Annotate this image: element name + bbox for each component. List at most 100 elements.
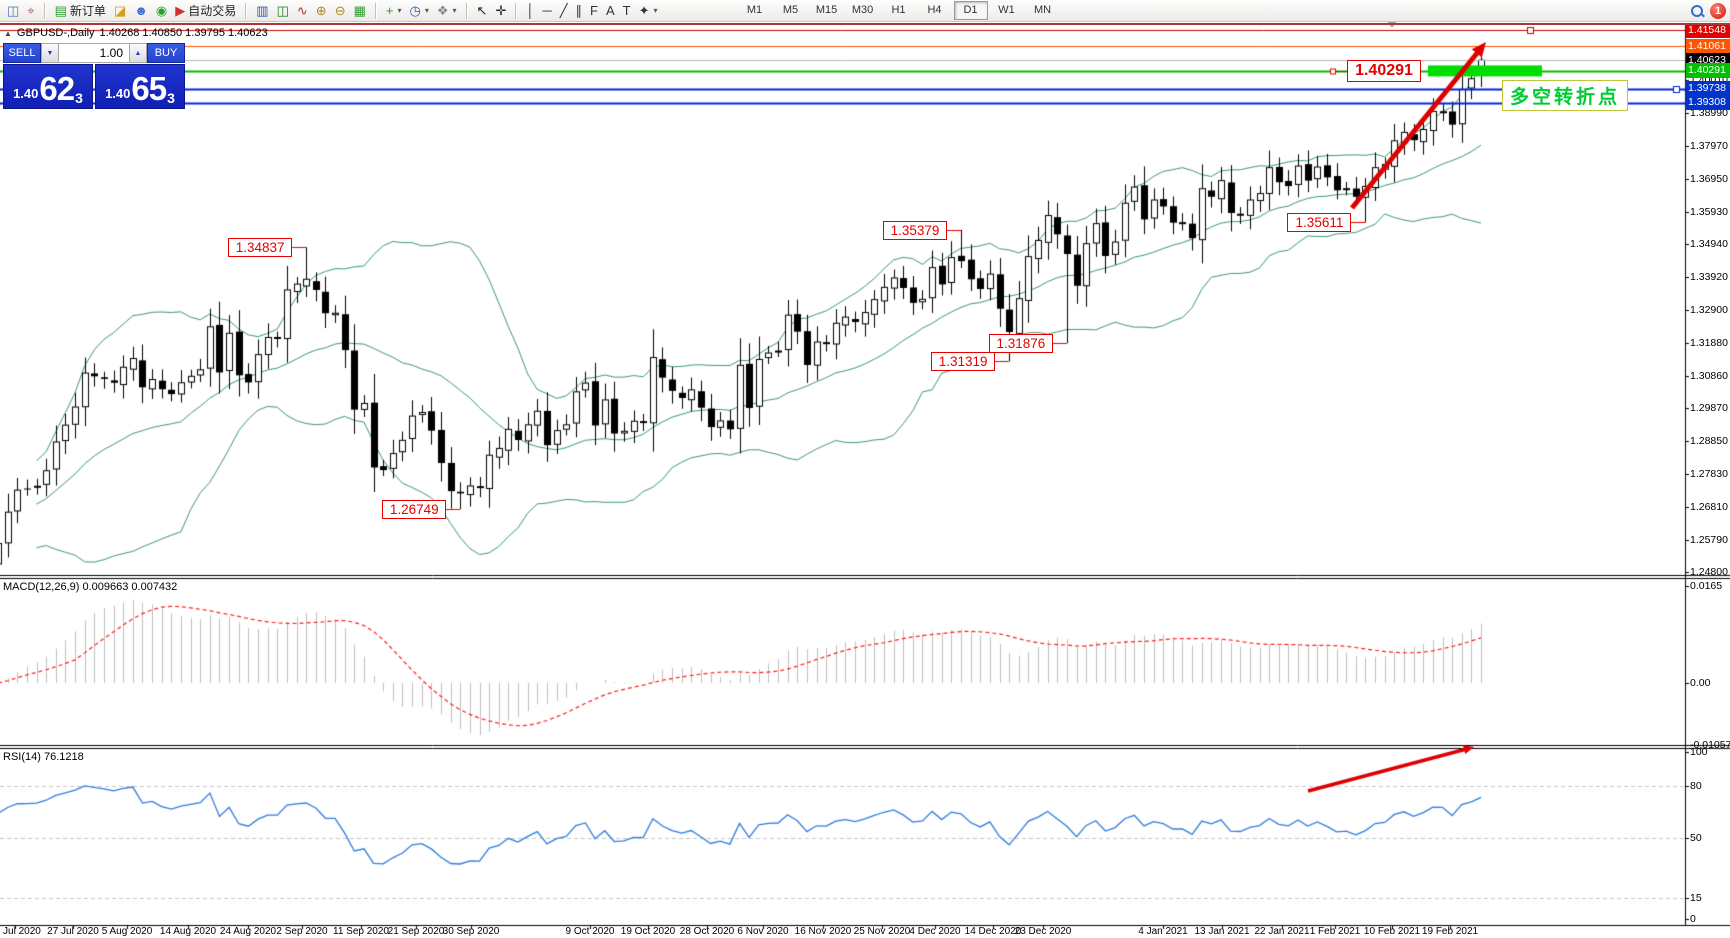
horizontal-line-icon: ─ [542, 2, 552, 18]
autotrade-button-label: 自动交易 [188, 4, 237, 18]
toolbar-separator [374, 2, 377, 19]
resistance-price-label[interactable]: 1.40291 [1347, 59, 1421, 82]
candlestick-chart-icon: ◫ [276, 2, 289, 18]
window-icon[interactable]: ◫ [3, 1, 23, 21]
toolbar-separator [245, 2, 248, 19]
timeframe-mn[interactable]: MN [1033, 4, 1052, 16]
trendline-icon[interactable]: ╱ [556, 1, 572, 21]
equidistant-channel-icon: ∥ [575, 2, 583, 18]
ask-main: 65 [131, 70, 167, 107]
notification-badge[interactable]: 1 [1710, 2, 1726, 19]
templates-icon: ❖ [436, 2, 449, 18]
chart-title: ▲ GBPUSD-,Daily 1.40268 1.40850 1.39795 … [4, 27, 268, 39]
chevron-down-icon[interactable]: ▾ [424, 6, 429, 15]
horizontal-line-icon[interactable]: ─ [538, 1, 555, 21]
bar-chart-icon: ▥ [256, 2, 269, 18]
vertical-line-icon[interactable]: │ [522, 1, 538, 21]
ask-prefix: 1.40 [105, 86, 131, 101]
fibonacci-icon: F [590, 2, 598, 18]
equidistant-channel-icon[interactable]: ∥ [572, 1, 587, 21]
timeframe-h4[interactable]: H4 [927, 4, 942, 16]
autotrade-button: ▶ [175, 2, 186, 18]
text-label-icon[interactable]: T [619, 1, 635, 21]
new-order-button[interactable]: ▤ 新订单 [51, 1, 110, 21]
ask-pip: 3 [167, 90, 175, 106]
volume-decrease-button[interactable]: ▼ [41, 43, 59, 63]
window-icon: ◫ [7, 2, 20, 18]
zoom-out-icon[interactable]: ⊖ [331, 1, 350, 21]
timeframe-w1[interactable]: W1 [998, 4, 1015, 16]
arrows-shapes-icon[interactable]: ✦ ▾ [635, 1, 662, 21]
magnifier-target-icon[interactable]: ⌖ [23, 1, 38, 21]
chevron-down-icon[interactable]: ▾ [452, 6, 457, 15]
fibonacci-icon[interactable]: F [586, 1, 602, 21]
timeframe-d1[interactable]: D1 [953, 1, 988, 20]
tile-windows-icon: ▦ [353, 2, 366, 18]
price-annotation-label[interactable]: 1.26749 [382, 499, 447, 519]
timeframe-h1[interactable]: H1 [891, 4, 906, 16]
trendline-icon: ╱ [559, 2, 568, 18]
volume-field[interactable]: 1.00 [59, 43, 129, 63]
timeframe-m1[interactable]: M1 [746, 4, 763, 16]
chevron-down-icon[interactable]: ▾ [653, 6, 658, 15]
periods-icon: ◷ [409, 2, 421, 18]
crosshair-icon[interactable]: ✛ [491, 1, 510, 21]
bar-chart-icon[interactable]: ▥ [252, 1, 272, 21]
eraser-icon[interactable]: ◪ [110, 1, 130, 21]
bid-price-panel[interactable]: 1.40 62 3 [3, 64, 93, 109]
community-icon: ☻ [134, 2, 148, 18]
cursor-icon[interactable]: ↖ [473, 1, 492, 21]
zoom-in-icon: ⊕ [315, 2, 327, 18]
toolbar-separator [43, 2, 46, 19]
price-annotation-label[interactable]: 1.35611 [1287, 213, 1352, 233]
timeframe-m5[interactable]: M5 [782, 4, 799, 16]
timeframe-m15[interactable]: M15 [815, 4, 838, 16]
signals-icon[interactable]: ◉ [152, 1, 171, 21]
toolbar-separator [515, 2, 518, 19]
candlestick-chart-icon[interactable]: ◫ [273, 1, 293, 21]
periods-icon[interactable]: ◷ ▾ [406, 1, 433, 21]
eraser-icon: ◪ [113, 2, 127, 18]
tile-windows-icon[interactable]: ▦ [350, 1, 370, 21]
magnifier-target-icon: ⌖ [27, 2, 35, 18]
timeframe-m30[interactable]: M30 [851, 4, 874, 16]
search-icon[interactable] [1690, 4, 1704, 18]
volume-increase-button[interactable]: ▲ [129, 43, 147, 63]
new-order-button: ▤ [54, 2, 67, 18]
ask-price-panel[interactable]: 1.40 65 3 [95, 64, 185, 109]
chart-window-icon: ▲ [4, 28, 12, 38]
one-click-trading-panel: SELL ▼ 1.00 ▲ BUY 1.40 62 3 1.40 65 3 [3, 43, 185, 109]
line-chart-icon[interactable]: ∿ [293, 1, 312, 21]
bid-pip: 3 [75, 90, 83, 106]
sell-button[interactable]: SELL [3, 43, 41, 63]
pivot-note-label[interactable]: 多空转折点 [1502, 80, 1629, 111]
autotrade-button[interactable]: ▶ 自动交易 [171, 1, 240, 21]
arrows-shapes-icon: ✦ [638, 2, 650, 18]
price-annotation-label[interactable]: 1.35379 [883, 220, 947, 240]
bid-main: 62 [39, 70, 75, 107]
indicators-icon: + [385, 2, 394, 18]
price-annotation-label[interactable]: 1.31876 [988, 334, 1053, 354]
buy-button[interactable]: BUY [147, 43, 185, 63]
community-icon[interactable]: ☻ [130, 1, 152, 21]
line-chart-icon: ∿ [296, 2, 308, 18]
price-annotation-label[interactable]: 1.31319 [931, 352, 996, 372]
symbol-period-label: GBPUSD-,Daily [16, 27, 95, 39]
signals-icon: ◉ [155, 2, 168, 18]
vertical-line-icon: │ [526, 2, 535, 18]
active-window-border [0, 23, 1730, 25]
crosshair-icon: ✛ [495, 2, 507, 18]
templates-icon[interactable]: ❖ ▾ [433, 1, 461, 21]
cursor-icon: ↖ [476, 2, 488, 18]
zoom-out-icon: ⊖ [334, 2, 346, 18]
new-order-button-label: 新订单 [69, 4, 106, 18]
timeframe-bar: M1 M5 M15 M30 H1 H4 D1 W1 MN [737, 1, 1061, 20]
text-icon[interactable]: A [602, 1, 619, 21]
chevron-down-icon[interactable]: ▾ [397, 6, 402, 15]
toolbar: ◫ ⌖ ▤ 新订单 ◪ ☻ ◉ ▶ 自动交易 ▥ ◫ ∿ ⊕ ⊖ ▦ + ▾ ◷ ▾ ❖ ▾ ↖ ✛ │ ─ ╱ ∥ F A T ✦ ▾ M1… [0, 0, 1730, 22]
indicators-icon[interactable]: + ▾ [382, 1, 406, 21]
zoom-in-icon[interactable]: ⊕ [312, 1, 331, 21]
price-annotation-label[interactable]: 1.34837 [228, 238, 293, 258]
